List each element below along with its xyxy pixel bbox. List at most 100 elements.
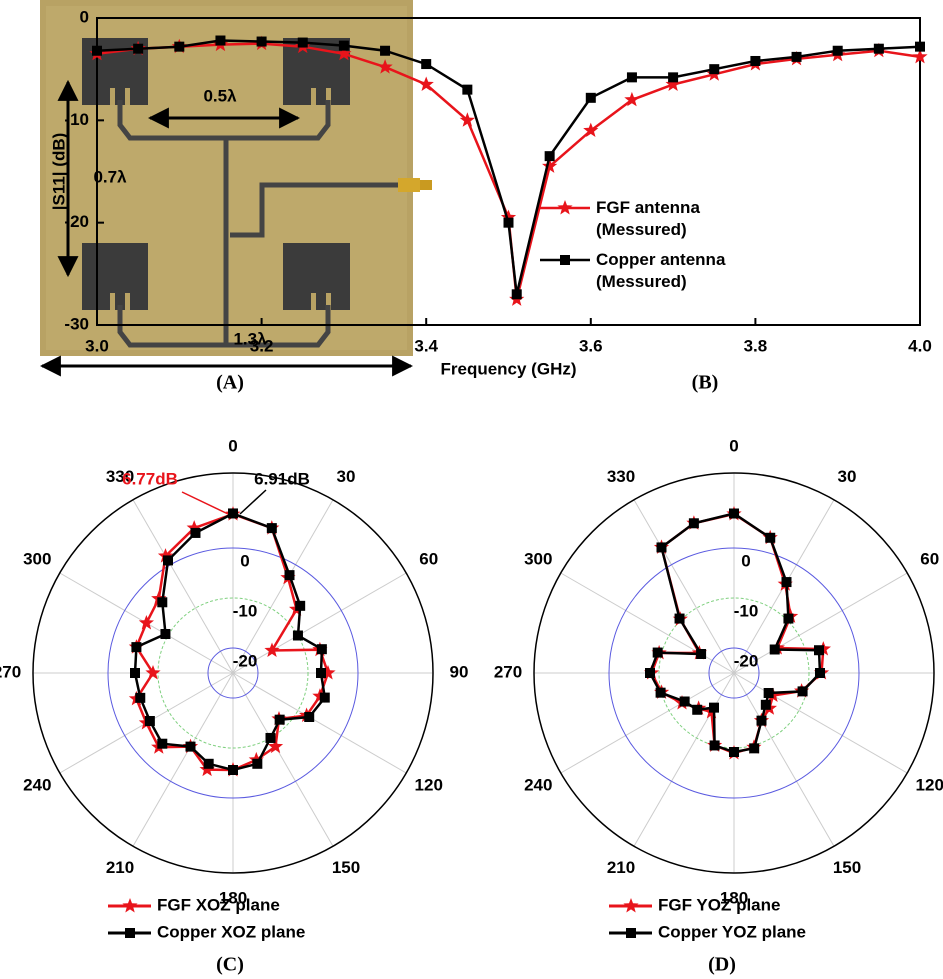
data-marker: [264, 642, 280, 657]
angle-tick-label: 120: [415, 775, 443, 794]
angle-tick-label: 30: [838, 467, 857, 486]
data-marker: [266, 523, 277, 534]
data-marker: [783, 613, 794, 624]
data-marker: [163, 555, 173, 566]
annotation-arrow: [181, 491, 229, 515]
data-marker: [656, 542, 667, 553]
legend-marker: [122, 898, 138, 913]
data-marker: [750, 55, 761, 66]
data-marker: [380, 45, 391, 56]
data-marker: [319, 692, 330, 703]
data-marker: [668, 72, 679, 83]
legend-label: FGF XOZ plane: [157, 895, 280, 914]
data-marker: [674, 613, 685, 624]
data-marker: [760, 699, 771, 710]
legend-marker: [560, 255, 570, 265]
angle-tick-label: 60: [419, 549, 438, 568]
data-marker: [133, 43, 144, 54]
radial-tick-label: 0: [741, 551, 750, 570]
data-marker: [297, 37, 308, 48]
dimension-arrows: [39, 79, 414, 377]
y-axis-label: |S11| (dB): [49, 133, 68, 211]
data-marker: [138, 615, 154, 630]
panel-caption: (B): [692, 372, 719, 394]
data-marker: [756, 715, 767, 726]
panel-caption: (A): [216, 372, 244, 394]
data-marker: [316, 644, 327, 655]
dimension-label: 0.7λ: [93, 167, 127, 186]
data-marker: [624, 91, 640, 107]
data-marker: [709, 740, 720, 751]
radial-grid-circle: [107, 547, 359, 799]
x-tick-label: 3.4: [414, 336, 438, 355]
legend-marker: [623, 898, 639, 913]
data-marker: [542, 158, 558, 173]
data-marker: [228, 508, 238, 519]
data-marker: [336, 45, 352, 61]
legend-label: Copper YOZ plane: [658, 922, 806, 941]
data-marker: [274, 714, 285, 725]
series-line: [650, 512, 825, 755]
angle-tick-label: 210: [106, 858, 134, 877]
data-marker: [144, 716, 155, 726]
data-marker: [503, 217, 514, 228]
data-marker: [679, 696, 690, 707]
antenna-photo: 0.5λ 0.7λ 1.3λ (A): [39, 0, 432, 394]
angle-tick-label: 0: [228, 436, 237, 455]
angle-grid-line: [733, 672, 908, 774]
data-marker: [304, 712, 315, 722]
data-marker: [252, 758, 263, 769]
data-marker: [203, 758, 214, 769]
angle-tick-label: 240: [524, 775, 552, 794]
angle-tick-label: 0: [729, 436, 738, 455]
data-marker: [199, 761, 215, 777]
legend-marker: [125, 928, 135, 938]
data-marker: [655, 687, 666, 698]
data-marker: [729, 508, 739, 519]
angle-grid-line: [132, 672, 234, 847]
data-marker: [174, 41, 185, 52]
legend-label: FGF antenna (Messured): [596, 198, 700, 239]
annotation: 6.91dB: [254, 469, 310, 488]
data-marker: [544, 151, 555, 162]
radial-tick-label: -20: [734, 651, 759, 670]
data-marker: [186, 520, 202, 535]
data-marker: [185, 741, 196, 752]
legend-marker: [557, 200, 573, 215]
data-marker: [791, 51, 802, 62]
angle-tick-label: 30: [337, 467, 356, 486]
angle-tick-label: 270: [0, 662, 21, 681]
data-marker: [749, 743, 760, 754]
data-marker: [145, 665, 161, 680]
panel-caption: (D): [708, 954, 736, 976]
legend-label: Copper antenna (Messured): [596, 250, 726, 291]
legend-label: FGF YOZ plane: [658, 895, 780, 914]
radial-grid-circle: [157, 597, 309, 749]
data-marker: [267, 738, 284, 754]
radial-tick-label: -20: [233, 651, 258, 670]
angle-tick-label: 180: [720, 888, 748, 907]
data-marker: [338, 40, 349, 51]
angle-grid-line: [232, 572, 407, 674]
legend-label: Copper XOZ plane: [157, 922, 305, 941]
data-marker: [832, 45, 843, 56]
data-marker: [696, 649, 707, 659]
data-marker: [421, 59, 432, 70]
y-tick-label: -30: [64, 314, 89, 333]
angle-tick-label: 210: [607, 858, 635, 877]
radial-tick-label: -10: [734, 601, 759, 620]
angle-grid-line: [560, 572, 735, 674]
radial-tick-label: -10: [233, 601, 258, 620]
data-marker: [652, 647, 663, 658]
angle-tick-label: 300: [23, 549, 51, 568]
polar-frame: [533, 472, 935, 874]
data-marker: [130, 668, 140, 678]
angle-tick-label: 300: [524, 549, 552, 568]
dimension-label: 0.5λ: [203, 86, 237, 105]
x-tick-label: 3.8: [744, 336, 768, 355]
feed-lines: [117, 100, 400, 348]
data-marker: [256, 36, 267, 47]
data-marker: [228, 765, 238, 775]
x-tick-label: 3.6: [579, 336, 603, 355]
